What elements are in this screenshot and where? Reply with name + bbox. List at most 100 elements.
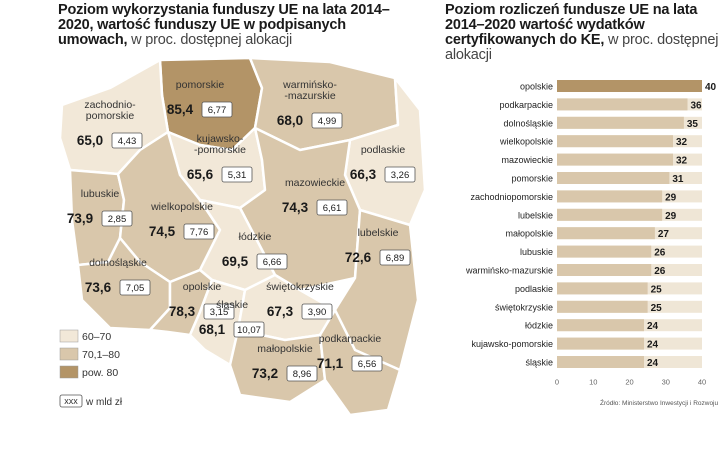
legend-swatch [59,329,79,343]
region-name: zachodnio- [84,99,136,111]
x-tick-label: 40 [698,377,706,386]
chart-title-bold: Poziom rozliczeń fundusze UE na lata 201… [445,2,698,48]
region-percent: 66,3 [350,167,377,182]
bar [557,80,702,92]
region-label-lubelskie: lubelskie 72,6 6,89 [345,227,411,266]
bar-category-label: pomorskie [511,174,553,184]
region-percent: 73,6 [85,280,112,295]
bar-row: warmińsko-mazurskie 26 [465,264,702,277]
bar-category-label: łódzkie [525,321,553,331]
bar-value-label: 31 [672,174,684,185]
region-percent: 65,0 [77,133,103,148]
region-mld: 4,43 [118,136,137,147]
region-name: lubuskie [81,188,120,200]
bar-row: kujawsko-pomorskie 24 [471,337,702,351]
region-label-mazowieckie: mazowieckie 74,3 6,61 [282,177,348,216]
region-mld: 8,96 [293,369,312,380]
bar-category-label: wielkopolskie [499,137,553,147]
bar-value-label: 25 [651,303,663,314]
x-tick-label: 20 [625,377,633,386]
legend-swatch [59,365,79,379]
region-name: -pomorskie [194,144,246,156]
legend-swatch [59,347,79,361]
x-tick-label: 30 [662,377,670,386]
bar-group: opolskie 40 podkarpackie 36 dolnośląskie 35 wi… [465,80,717,369]
bar-value-label: 29 [665,192,677,203]
region-percent: 68,0 [277,113,303,128]
bar-value-label: 32 [676,137,688,148]
bar-row: małopolskie 27 [505,227,702,240]
bar-value-label: 35 [687,119,699,130]
bar-category-label: małopolskie [505,229,553,239]
region-label-wielkopolskie: wielkopolskie 74,5 7,76 [149,201,215,240]
legend-label: 60–70 [82,331,111,343]
bar-row: podlaskie 25 [515,282,702,295]
map-title-bold: Poziom wykorzystania funduszy UE na lata… [58,2,390,48]
region-mld: 6,77 [208,105,227,116]
bar [557,116,684,129]
bar-category-label: lubelskie [518,210,553,220]
value-box [183,223,215,240]
bar [557,245,652,258]
region-percent: 85,4 [167,102,194,117]
chart-title: Poziom rozliczeń fundusze UE na lata 201… [445,3,720,63]
bar-value-label: 36 [691,100,703,111]
region-percent: 78,3 [169,304,196,319]
bar-category-label: zachodniopomorskie [470,192,553,202]
bar [557,319,644,332]
x-axis: 0 10 20 30 40 [555,377,706,386]
region-name: warmińsko- [282,79,337,91]
bar-chart: opolskie 40 podkarpackie 36 dolnośląskie 35 wi… [465,80,717,386]
x-tick-label: 0 [555,377,559,386]
bar-row: lubelskie 29 [518,208,702,222]
bar-category-label: lubuskie [520,247,553,257]
bar [557,153,673,166]
region-name: pomorskie [86,110,135,122]
value-box [379,249,411,266]
bar-value-label: 25 [651,284,663,295]
map-labels: pomorskie 85,4 6,77 zachodnio-pomorskie 65,0… [67,79,416,382]
region-percent: 73,2 [252,366,278,381]
legend-unit-box-text: xxx [64,396,78,406]
chart-subtitle: w proc. dostępnej alokacji [445,32,719,63]
region-name: pomorskie [176,79,225,91]
bar-category-label: śląskie [525,358,553,368]
region-mld: 3,15 [210,307,229,318]
region-name: podlaskie [361,144,406,156]
bar-row: świętokrzyskie 25 [495,300,702,314]
bar-row: podkarpackie 36 [499,98,702,111]
bar [557,190,663,203]
value-box [201,101,233,118]
bar [557,300,648,313]
region-malopolskie [228,328,327,404]
bar-category-label: warmińsko-mazurskie [465,266,553,276]
region-label-lubuskie: lubuskie 73,9 2,85 [67,188,133,227]
region-mld: 6,61 [323,203,342,214]
bar [557,264,652,276]
region-label-swietokrzyskie: świętokrzyskie 67,3 3,90 [266,281,334,320]
bar [557,208,663,221]
region-percent: 68,1 [199,322,226,337]
region-mld: 7,05 [126,283,145,294]
region-name: lubelskie [358,227,399,239]
region-name: opolskie [183,281,222,293]
region-percent: 67,3 [267,304,294,319]
bar-value-label: 32 [676,156,688,167]
region-percent: 71,1 [317,356,344,371]
poland-map: pomorskie 85,4 6,77 zachodnio-pomorskie 65,0… [58,56,427,417]
region-label-podlaskie: podlaskie 66,3 3,26 [350,144,416,183]
value-box [301,303,333,320]
value-box [111,132,143,149]
region-percent: 73,9 [67,211,93,226]
region-name: małopolskie [257,343,313,355]
value-box [351,355,383,372]
value-box [286,365,318,382]
region-name: świętokrzyskie [266,281,334,293]
bar-value-label: 26 [654,266,666,277]
bar-row: zachodniopomorskie 29 [470,190,702,203]
map-title: Poziom wykorzystania funduszy UE na lata… [58,3,418,48]
region-label-pomorskie: pomorskie 85,4 6,77 [167,79,233,118]
bar-row: śląskie 24 [525,356,702,369]
region-mld: 3,90 [308,307,327,318]
region-name: dolnośląskie [89,257,147,269]
